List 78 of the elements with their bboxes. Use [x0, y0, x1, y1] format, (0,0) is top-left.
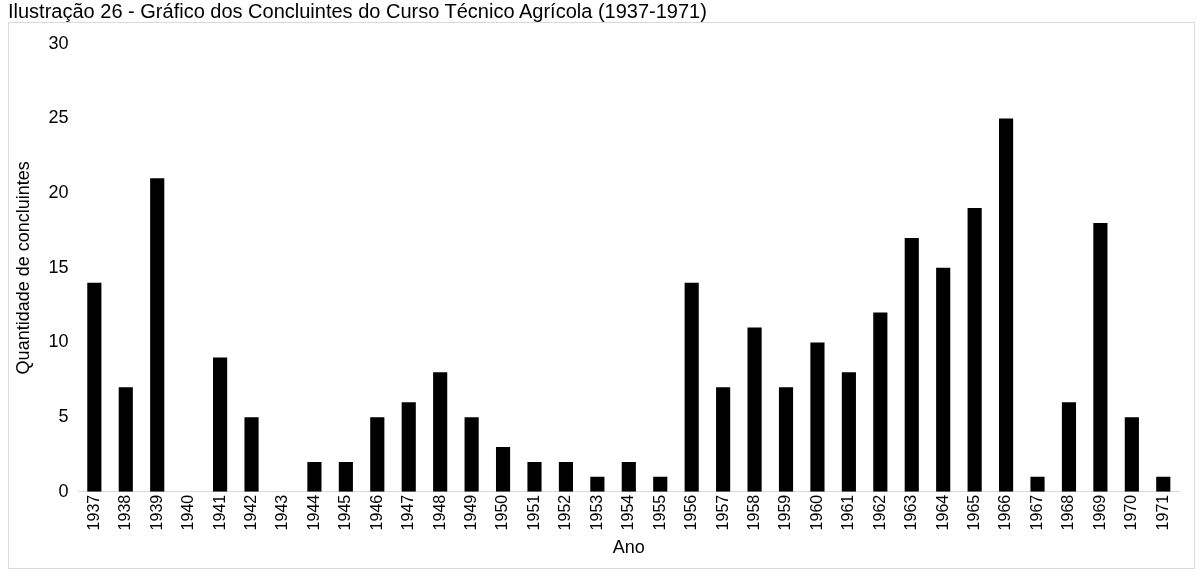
bar — [370, 417, 385, 492]
bar — [841, 372, 856, 492]
x-tick-label: 1950 — [493, 494, 511, 531]
bar — [747, 327, 762, 492]
bar — [684, 282, 699, 492]
x-tick-label: 1954 — [619, 494, 637, 531]
bar — [558, 461, 574, 492]
bar — [527, 461, 542, 492]
bar — [810, 342, 825, 492]
x-tick-label: 1963 — [902, 494, 920, 531]
y-tick-label: 30 — [48, 32, 69, 53]
bar — [1124, 417, 1139, 492]
bar — [1156, 476, 1171, 492]
bar — [150, 178, 165, 492]
x-tick-label: 1957 — [713, 494, 731, 531]
bar — [1030, 476, 1045, 492]
x-tick-label: 1965 — [965, 494, 983, 531]
x-tick-label: 1937 — [84, 494, 102, 531]
bar — [1093, 223, 1108, 492]
bar — [778, 387, 794, 492]
x-tick-label: 1939 — [147, 494, 165, 531]
bar — [716, 387, 731, 492]
bar — [87, 282, 102, 492]
bar — [401, 402, 416, 492]
x-tick-label: 1964 — [933, 494, 951, 531]
chart-title: Ilustração 26 - Gráfico dos Concluintes do Curso Técnico Agrícola (1937-1971) — [8, 0, 708, 22]
bar — [464, 417, 479, 492]
bar — [244, 417, 259, 492]
x-tick-label: 1955 — [650, 494, 668, 531]
x-tick-label: 1960 — [807, 494, 825, 531]
x-tick-label: 1970 — [1122, 494, 1140, 531]
bar — [967, 208, 982, 492]
x-tick-label: 1942 — [241, 494, 259, 531]
bar — [936, 267, 951, 492]
bar — [433, 372, 448, 492]
y-tick-label: 0 — [58, 480, 69, 501]
x-tick-label: 1944 — [304, 494, 322, 531]
bar — [999, 118, 1014, 492]
x-tick-label: 1945 — [336, 494, 354, 531]
y-tick-label: 10 — [48, 331, 69, 352]
bar — [1061, 402, 1077, 492]
x-tick-label: 1962 — [870, 494, 888, 531]
x-tick-label: 1953 — [587, 494, 605, 531]
x-tick-label: 1948 — [430, 494, 448, 531]
x-tick-label: 1961 — [839, 494, 857, 531]
bar — [307, 461, 322, 492]
bar — [338, 461, 353, 492]
bar — [213, 357, 228, 492]
x-tick-label: 1968 — [1059, 494, 1077, 531]
x-axis-title: Ano — [612, 537, 645, 558]
x-tick-label: 1958 — [744, 494, 762, 531]
bar — [118, 387, 133, 492]
x-tick-label: 1966 — [996, 494, 1014, 531]
y-tick-label: 20 — [48, 182, 69, 203]
x-tick-label: 1951 — [524, 494, 542, 531]
x-tick-label: 1949 — [462, 494, 480, 531]
y-tick-label: 25 — [48, 107, 69, 128]
x-tick-label: 1959 — [776, 494, 794, 531]
x-tick-label: 1947 — [399, 494, 417, 531]
bar — [495, 447, 511, 492]
x-tick-label: 1941 — [210, 494, 228, 531]
y-axis-title: Quantidade de concluintes — [12, 161, 33, 375]
bar — [621, 461, 636, 492]
x-tick-label: 1956 — [682, 494, 700, 531]
y-tick-label: 5 — [58, 406, 69, 427]
x-tick-label: 1943 — [273, 494, 291, 531]
bar — [590, 476, 605, 492]
x-tick-label: 1969 — [1090, 494, 1108, 531]
y-tick-label: 15 — [48, 256, 69, 277]
x-tick-label: 1946 — [367, 494, 385, 531]
x-tick-label: 1952 — [556, 494, 574, 531]
x-tick-label: 1967 — [1027, 494, 1045, 531]
bar — [904, 237, 919, 492]
x-tick-label: 1940 — [179, 494, 197, 531]
bar — [873, 312, 888, 492]
bar — [653, 476, 668, 492]
x-tick-label: 1971 — [1153, 494, 1171, 531]
x-tick-label: 1938 — [116, 494, 134, 531]
